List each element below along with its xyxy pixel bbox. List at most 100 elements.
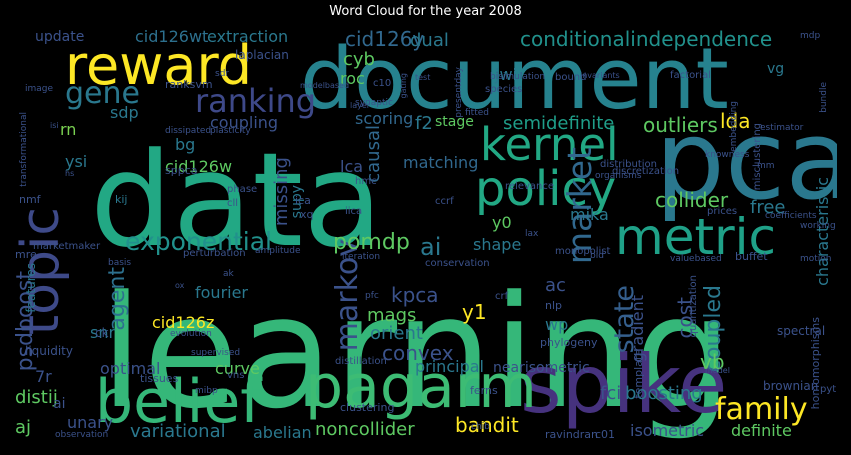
cloud-word: sdr	[215, 69, 230, 79]
cloud-word: roc	[340, 69, 365, 88]
cloud-word: coefficients	[765, 211, 817, 221]
cloud-word: template	[632, 349, 645, 399]
cloud-word: evolution	[170, 329, 212, 339]
cloud-word: ferns	[470, 384, 498, 397]
cloud-word: c10	[373, 78, 392, 89]
cloud-word: kpca	[391, 283, 439, 307]
cloud-word: conditionalindependence	[520, 27, 773, 51]
cloud-word: bid	[590, 251, 604, 261]
cloud-word: collider	[655, 188, 729, 212]
cloud-word: crf	[495, 291, 509, 302]
cloud-word: phylogeny	[540, 336, 598, 349]
cloud-word: isometric	[630, 421, 705, 440]
cloud-word: jwi	[495, 65, 517, 84]
cloud-word: supervised	[191, 348, 241, 358]
cloud-word: free	[750, 197, 786, 218]
cloud-word: nlp	[545, 299, 563, 312]
cloud-word: plasticity	[210, 126, 251, 136]
cloud-word: cid126wt	[135, 27, 209, 46]
cloud-word: ranksvm	[165, 78, 213, 91]
cloud-word: synaptic	[355, 98, 393, 108]
cloud-word: relevance	[505, 181, 555, 192]
cloud-word: perturbation	[183, 248, 246, 259]
cloud-word: metric	[615, 208, 777, 266]
cloud-word: spectral	[777, 324, 826, 338]
cloud-word: pca	[655, 96, 837, 224]
cloud-word: matching	[403, 153, 479, 172]
cloud-word: reward	[65, 34, 253, 97]
cloud-word: prices	[707, 206, 738, 217]
cloud-word: aj	[15, 417, 32, 438]
cloud-word: amplitude	[255, 246, 301, 256]
cloud-word: conservation	[425, 258, 490, 269]
cloud-word: noncollider	[315, 419, 415, 440]
cloud-word: convex	[382, 341, 454, 365]
cloud-word: vg	[767, 61, 785, 77]
cloud-word: scoring	[355, 109, 414, 128]
cloud-word: cid126z	[152, 313, 215, 332]
cloud-word: species	[485, 84, 523, 95]
cloud-word: tissues	[140, 372, 179, 385]
cloud-word: gene	[65, 76, 140, 111]
cloud-word: basis	[108, 258, 132, 268]
cloud-word: coupling	[210, 113, 279, 132]
cloud-word: fourier	[195, 283, 249, 302]
cloud-word: ox	[175, 281, 185, 290]
cloud-word: marketmaker	[33, 241, 101, 252]
cloud-word: y1	[462, 300, 487, 324]
cloud-word: mika	[570, 205, 609, 224]
cloud-word: abelian	[253, 423, 312, 441]
cloud-word: ica	[295, 194, 311, 207]
cloud-word: distillation	[335, 356, 387, 367]
cloud-word: test	[415, 73, 431, 82]
cloud-word: dual	[410, 30, 449, 51]
cloud-word: gating	[399, 73, 408, 99]
cloud-word: bandit	[455, 413, 519, 437]
cloud-word: wp	[545, 315, 569, 334]
cloud-word: layer	[350, 101, 371, 110]
cloud-word: monopolist	[555, 246, 611, 257]
cloud-word: learning	[100, 262, 733, 441]
cloud-word: document	[300, 30, 729, 129]
cloud-word: cid126y	[345, 27, 425, 51]
cloud-word: f2	[415, 113, 433, 134]
cloud-word: fitted	[465, 108, 489, 118]
cloud-word: features	[24, 263, 38, 313]
cloud-word: outliers	[643, 113, 718, 137]
cloud-word: factorial	[670, 70, 711, 81]
cloud-word: valuebased	[670, 254, 722, 264]
cloud-word: ai	[53, 396, 66, 412]
cloud-word: bundle	[819, 82, 829, 113]
cloud-word: transformational	[19, 112, 29, 187]
cloud-word: iica	[345, 206, 363, 217]
cloud-word: pagarm	[305, 352, 537, 422]
cloud-word: laplacian	[235, 48, 289, 62]
cloud-word: model	[705, 366, 730, 375]
cloud-word: pfc	[365, 291, 379, 301]
cloud-word: pyt	[820, 384, 837, 395]
cloud-word: boosting	[625, 383, 703, 404]
word-cloud: learning data document pca spike reward topic p…	[15, 27, 837, 441]
cloud-word: sdp	[110, 103, 139, 122]
cloud-word: exponential	[125, 227, 272, 256]
cloud-word: ac	[545, 275, 566, 296]
cloud-word: kij	[115, 193, 128, 206]
cloud-word: unary	[67, 413, 114, 432]
cloud-word: family	[715, 392, 808, 427]
cloud-word: ck	[95, 326, 109, 340]
cloud-word: optimal	[100, 359, 161, 378]
cloud-word: lax	[525, 229, 539, 239]
cloud-word: lca	[340, 157, 364, 176]
cloud-word: pomdp	[333, 230, 410, 255]
cloud-word: nearisometric	[493, 360, 590, 376]
cloud-word: shape	[473, 235, 522, 254]
cloud-word: data	[90, 124, 383, 276]
cloud-word: orient	[370, 323, 423, 344]
cloud-word: update	[35, 29, 85, 45]
cloud-word: snr	[90, 323, 116, 342]
cloud-word: mre	[15, 248, 37, 261]
cloud-word: bg	[175, 135, 196, 154]
cloud-word: principal	[415, 357, 484, 376]
cloud-word: vb	[700, 350, 725, 374]
cloud-word: ak	[223, 269, 234, 279]
